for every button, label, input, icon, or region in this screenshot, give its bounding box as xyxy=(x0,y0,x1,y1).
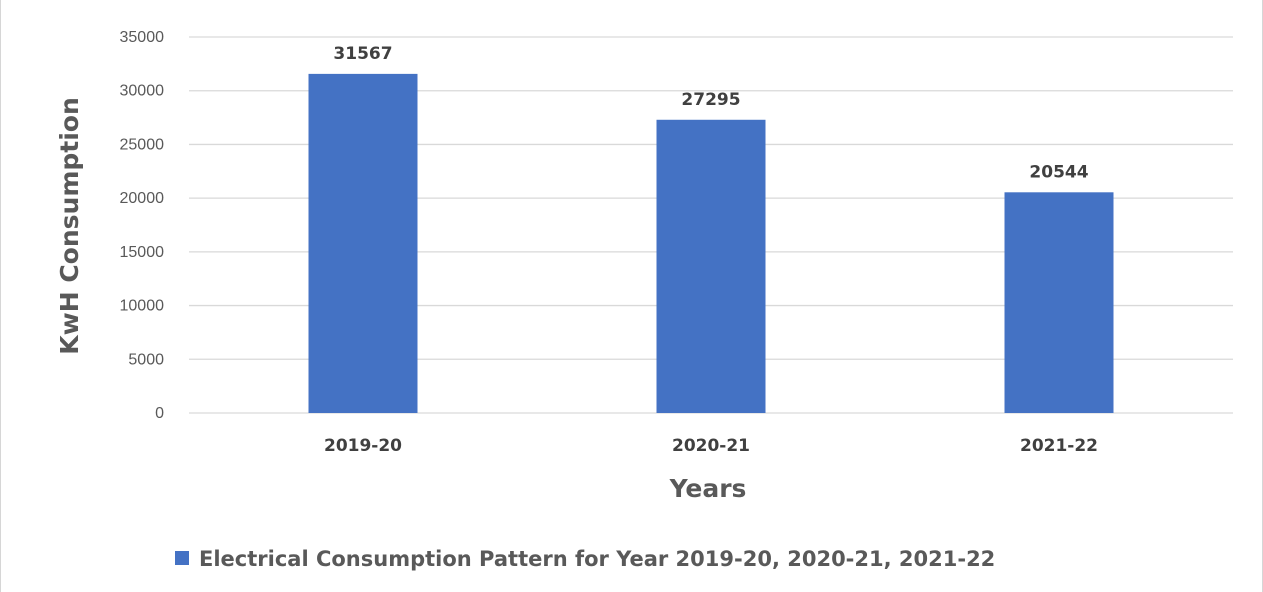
data-label-2020-21: 27295 xyxy=(681,90,740,110)
y-tick-label: 30000 xyxy=(120,83,165,100)
y-tick-label: 10000 xyxy=(120,298,165,315)
data-label-2021-22: 20544 xyxy=(1029,162,1088,182)
legend-label: Electrical Consumption Pattern for Year … xyxy=(199,547,995,571)
x-tick-label: 2021-22 xyxy=(1020,436,1098,456)
legend: Electrical Consumption Pattern for Year … xyxy=(175,547,995,571)
y-tick-label: 0 xyxy=(155,405,164,422)
data-labels: 31567 27295 20544 xyxy=(333,44,1088,182)
y-tick-label: 5000 xyxy=(128,351,164,368)
x-tick-label: 2019-20 xyxy=(324,436,402,456)
data-label-2019-20: 31567 xyxy=(333,44,392,64)
x-axis-ticks: 2019-20 2020-21 2021-22 xyxy=(324,436,1098,456)
y-axis-ticks: 0 5000 10000 15000 20000 25000 30000 35000 xyxy=(120,29,165,422)
bars xyxy=(308,73,1114,414)
y-tick-label: 25000 xyxy=(120,136,165,153)
bar-2020-21 xyxy=(656,119,766,413)
legend-swatch xyxy=(175,551,189,565)
y-axis-title: KwH Consumption xyxy=(55,97,84,355)
y-tick-label: 35000 xyxy=(120,29,165,46)
bar-2021-22 xyxy=(1004,192,1114,413)
y-tick-label: 15000 xyxy=(120,244,165,261)
x-axis-title: Years xyxy=(669,474,747,503)
bar-2019-20 xyxy=(308,73,418,414)
x-tick-label: 2020-21 xyxy=(672,436,750,456)
y-tick-label: 20000 xyxy=(120,190,165,207)
